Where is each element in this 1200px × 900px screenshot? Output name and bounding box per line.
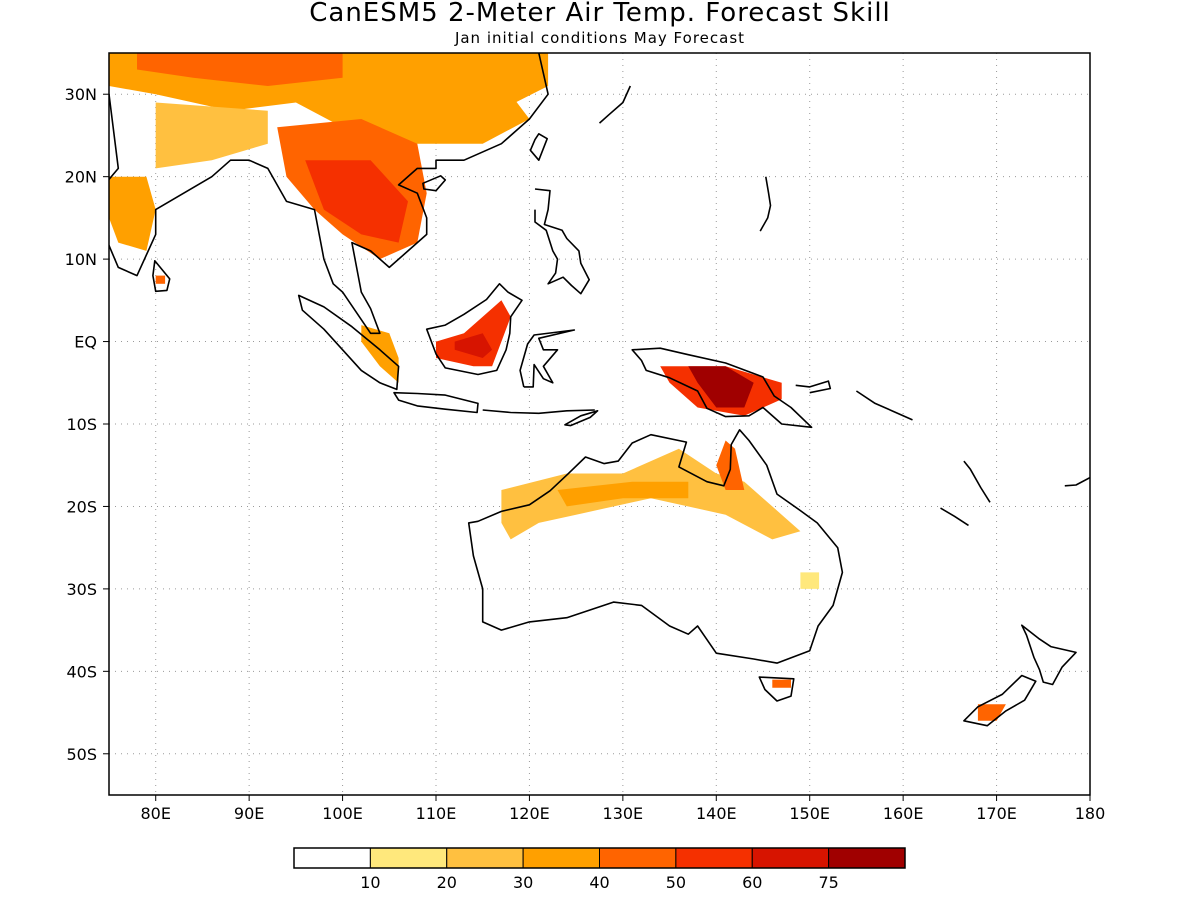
map-title: CanESM5 2-Meter Air Temp. Forecast Skill — [309, 0, 891, 28]
skill-region-east-australia — [800, 572, 820, 589]
lat-tick-label: 20S — [66, 497, 97, 516]
skill-region-new-guinea-core — [688, 366, 754, 408]
colorbar-label: 60 — [742, 873, 762, 892]
colorbar-label: 75 — [818, 873, 838, 892]
colorbar-label: 40 — [589, 873, 609, 892]
coastline-japan-ryukyu — [598, 85, 632, 124]
lon-tick-label: 120E — [509, 804, 550, 823]
axis-ticks: 80E 90E 100E 110E 120E 130E 140E 150E 160E 170E 18… — [65, 85, 1106, 823]
skill-region-indochina-core — [305, 160, 408, 243]
coastline-hainan — [422, 175, 447, 192]
coastline-vanuatu — [963, 460, 991, 503]
colorbar-swatch — [828, 847, 906, 869]
coastline-solomons — [855, 390, 913, 421]
skill-region-india-north — [155, 102, 268, 169]
skill-region-tibet-core — [137, 53, 343, 86]
colorbar-label: 10 — [360, 873, 380, 892]
lat-tick-label: 40S — [66, 662, 97, 681]
skill-region-borneo-core — [454, 333, 493, 358]
lat-tick-label: 20N — [65, 168, 97, 187]
skill-shading — [109, 53, 1006, 721]
coastline-sulawesi — [519, 329, 576, 388]
coastline-philippines — [534, 188, 590, 295]
coastline-nz-south — [963, 674, 1037, 727]
skill-region-sumatra-malaya — [361, 325, 399, 383]
colorbar-swatch — [751, 847, 830, 869]
lat-tick-label: 10S — [66, 415, 97, 434]
lon-tick-label: 100E — [322, 804, 363, 823]
skill-region-sri-lanka — [155, 275, 166, 284]
lon-tick-label: 150E — [789, 804, 830, 823]
lat-tick-label: 10N — [65, 250, 97, 269]
lon-tick-label: 180 — [1075, 804, 1106, 823]
coastline-borneo — [425, 283, 523, 376]
coastline-lesser-sunda — [482, 409, 595, 415]
coastline-fiji — [1064, 476, 1090, 487]
skill-region-china-south — [417, 94, 530, 144]
colorbar-label: 20 — [437, 873, 457, 892]
coastline-tasmania — [758, 676, 795, 702]
map-subtitle: Jan initial conditions May Forecast — [454, 29, 746, 47]
lon-tick-label: 140E — [696, 804, 737, 823]
lat-tick-label: EQ — [74, 333, 97, 352]
coastline-sri-lanka — [152, 260, 171, 293]
skill-region-tasmania — [772, 679, 791, 688]
coastline-new-britain — [795, 380, 832, 394]
colorbar-frame — [293, 847, 906, 869]
colorbar-swatch — [599, 847, 677, 869]
coastline-sumatra — [297, 294, 400, 391]
lon-tick-label: 130E — [603, 804, 644, 823]
coastline-nz-north — [1021, 624, 1077, 686]
lon-tick-label: 160E — [883, 804, 924, 823]
gridlines — [109, 53, 1090, 795]
colorbar-swatch — [522, 847, 600, 869]
coastline-timor — [564, 410, 599, 427]
lat-tick-label: 30S — [66, 580, 97, 599]
colorbar: 10 20 30 40 50 60 75 — [293, 847, 906, 892]
lon-tick-label: 80E — [140, 804, 170, 823]
lon-tick-label: 110E — [416, 804, 457, 823]
colorbar-swatch — [675, 847, 753, 869]
coastlines — [109, 53, 1090, 727]
lon-tick-label: 90E — [234, 804, 264, 823]
coastline-java — [393, 391, 479, 414]
skill-region-india-west — [109, 176, 156, 251]
plot-background — [109, 53, 1090, 795]
colorbar-label: 30 — [513, 873, 533, 892]
coastline-new-guinea — [631, 347, 813, 429]
lat-tick-label: 30N — [65, 85, 97, 104]
coastline-micronesia-arc — [759, 176, 772, 232]
colorbar-swatch — [369, 847, 448, 869]
colorbar-swatch — [293, 847, 371, 869]
colorbar-label: 50 — [666, 873, 686, 892]
coastline-new-caledonia — [940, 507, 969, 527]
lon-tick-label: 170E — [976, 804, 1017, 823]
coastline-australia — [467, 429, 844, 664]
colorbar-swatch — [446, 847, 524, 869]
coastline-south-asia — [109, 53, 549, 335]
coastline-taiwan — [529, 133, 548, 161]
skill-region-north-australia-core — [557, 481, 689, 507]
lat-tick-label: 50S — [66, 745, 97, 764]
